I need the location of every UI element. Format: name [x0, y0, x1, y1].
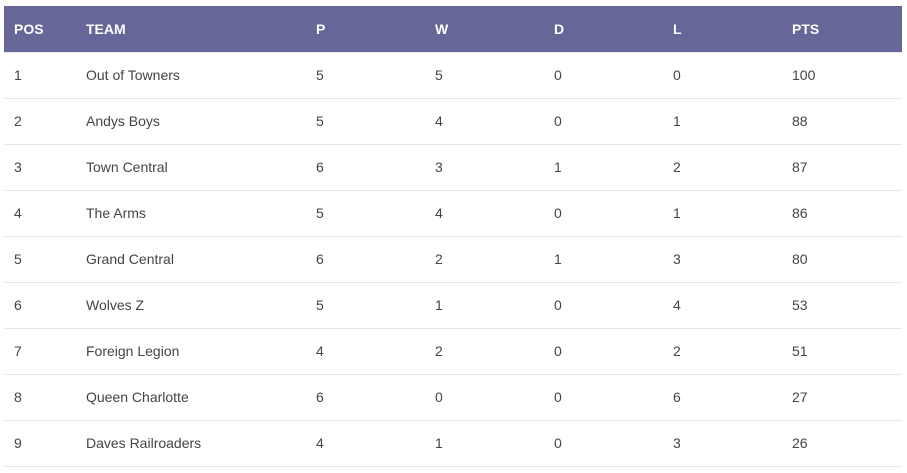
cell-drawn: 0 [544, 420, 663, 467]
cell-won: 2 [425, 236, 544, 283]
cell-team: The Arms [76, 190, 306, 237]
cell-team: Grand Central [76, 236, 306, 283]
cell-points: 26 [782, 420, 902, 467]
column-header-played: P [306, 6, 425, 53]
column-header-pos: POS [4, 6, 76, 53]
cell-points: 100 [782, 52, 902, 99]
cell-lost: 3 [663, 420, 782, 467]
cell-lost: 3 [663, 236, 782, 283]
cell-drawn: 0 [544, 190, 663, 237]
cell-drawn: 1 [544, 236, 663, 283]
cell-pos: 5 [4, 236, 76, 283]
cell-lost: 6 [663, 374, 782, 421]
cell-played: 6 [306, 236, 425, 283]
cell-lost: 4 [663, 282, 782, 329]
table-row: 8 Queen Charlotte 6 0 0 6 27 [4, 374, 902, 421]
cell-points: 88 [782, 98, 902, 145]
table-row: 5 Grand Central 6 2 1 3 80 [4, 236, 902, 283]
cell-drawn: 0 [544, 52, 663, 99]
table-row: 3 Town Central 6 3 1 2 87 [4, 144, 902, 191]
cell-won: 1 [425, 420, 544, 467]
column-header-drawn: D [544, 6, 663, 53]
cell-drawn: 0 [544, 282, 663, 329]
cell-played: 5 [306, 98, 425, 145]
cell-won: 5 [425, 52, 544, 99]
cell-pos: 7 [4, 328, 76, 375]
cell-lost: 2 [663, 144, 782, 191]
cell-pos: 6 [4, 282, 76, 329]
cell-team: Foreign Legion [76, 328, 306, 375]
league-table: POS TEAM P W D L PTS 1 Out of Towners 5 5 0 0 100 2 An… [4, 6, 902, 467]
cell-pos: 1 [4, 52, 76, 99]
table-row: 2 Andys Boys 5 4 0 1 88 [4, 98, 902, 145]
cell-team: Andys Boys [76, 98, 306, 145]
cell-points: 87 [782, 144, 902, 191]
table-body: 1 Out of Towners 5 5 0 0 100 2 Andys Boys 5 4 0 1 88 3… [4, 52, 902, 467]
column-header-won: W [425, 6, 544, 53]
cell-drawn: 1 [544, 144, 663, 191]
cell-drawn: 0 [544, 328, 663, 375]
cell-won: 4 [425, 190, 544, 237]
cell-won: 0 [425, 374, 544, 421]
cell-pos: 4 [4, 190, 76, 237]
cell-points: 80 [782, 236, 902, 283]
table-row: 7 Foreign Legion 4 2 0 2 51 [4, 328, 902, 375]
cell-lost: 1 [663, 190, 782, 237]
cell-team: Town Central [76, 144, 306, 191]
cell-pos: 9 [4, 420, 76, 467]
cell-won: 3 [425, 144, 544, 191]
cell-points: 51 [782, 328, 902, 375]
column-header-team: TEAM [76, 6, 306, 53]
cell-played: 6 [306, 144, 425, 191]
cell-team: Wolves Z [76, 282, 306, 329]
cell-played: 5 [306, 282, 425, 329]
table-header-row: POS TEAM P W D L PTS [4, 6, 902, 53]
table-row: 6 Wolves Z 5 1 0 4 53 [4, 282, 902, 329]
table-row: 9 Daves Railroaders 4 1 0 3 26 [4, 420, 902, 467]
table-row: 1 Out of Towners 5 5 0 0 100 [4, 52, 902, 99]
cell-won: 4 [425, 98, 544, 145]
cell-played: 5 [306, 52, 425, 99]
cell-played: 5 [306, 190, 425, 237]
cell-points: 27 [782, 374, 902, 421]
cell-pos: 8 [4, 374, 76, 421]
cell-won: 2 [425, 328, 544, 375]
cell-lost: 2 [663, 328, 782, 375]
column-header-points: PTS [782, 6, 902, 53]
cell-points: 86 [782, 190, 902, 237]
cell-pos: 3 [4, 144, 76, 191]
cell-drawn: 0 [544, 98, 663, 145]
table-row: 4 The Arms 5 4 0 1 86 [4, 190, 902, 237]
cell-lost: 1 [663, 98, 782, 145]
cell-team: Queen Charlotte [76, 374, 306, 421]
cell-team: Daves Railroaders [76, 420, 306, 467]
cell-team: Out of Towners [76, 52, 306, 99]
cell-pos: 2 [4, 98, 76, 145]
cell-lost: 0 [663, 52, 782, 99]
cell-won: 1 [425, 282, 544, 329]
cell-played: 4 [306, 420, 425, 467]
column-header-lost: L [663, 6, 782, 53]
cell-played: 4 [306, 328, 425, 375]
cell-played: 6 [306, 374, 425, 421]
cell-drawn: 0 [544, 374, 663, 421]
cell-points: 53 [782, 282, 902, 329]
